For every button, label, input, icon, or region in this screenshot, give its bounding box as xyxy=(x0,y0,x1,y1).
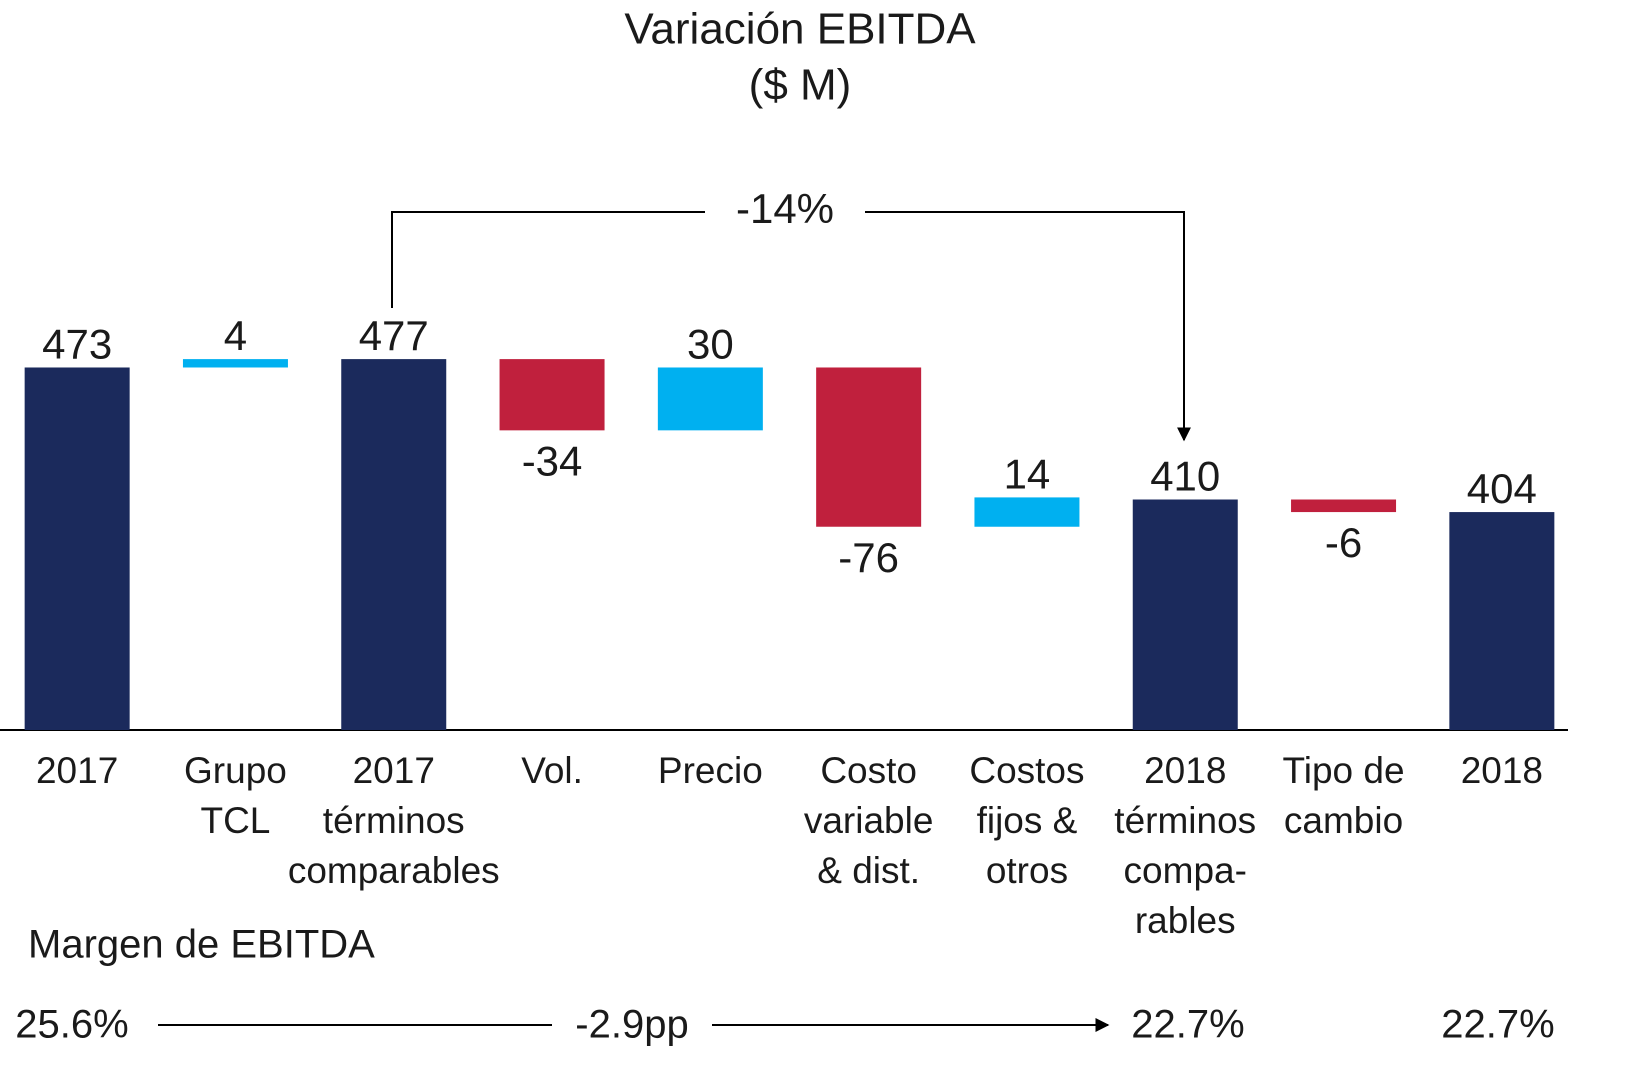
x-tick-label: Costo xyxy=(820,750,917,791)
x-tick-label: comparables xyxy=(288,850,500,891)
chart-title: Variación EBITDA xyxy=(624,5,976,54)
x-tick-label: Grupo xyxy=(184,750,287,791)
x-tick-label: Tipo de xyxy=(1283,750,1405,791)
margin: 22.7% xyxy=(1131,1003,1244,1047)
bar xyxy=(341,359,447,730)
x-tick-label: 2018 xyxy=(1144,750,1226,791)
bar xyxy=(657,367,763,431)
chart-subtitle: ($ M) xyxy=(749,61,852,110)
x-tick-label: Costos xyxy=(969,750,1084,791)
bar xyxy=(24,367,130,730)
margin-change: -2.9pp xyxy=(575,1003,688,1047)
bracket-arrow xyxy=(865,211,1191,442)
x-tick-label: rables xyxy=(1135,900,1236,941)
bar xyxy=(499,359,605,431)
value-label: 4 xyxy=(224,312,247,359)
margin: 22.7% xyxy=(1441,1003,1554,1047)
x-tick-label: Precio xyxy=(658,750,763,791)
bar xyxy=(1132,499,1238,730)
x-tick-label: cambio xyxy=(1284,800,1403,841)
value-label: 14 xyxy=(1004,450,1051,497)
x-tick-label: términos xyxy=(323,800,465,841)
margin: 25.6% xyxy=(15,1003,128,1047)
value-label: -76 xyxy=(838,534,899,581)
x-tick-label: & dist. xyxy=(817,850,920,891)
value-label: 477 xyxy=(359,312,429,359)
value-label: -34 xyxy=(522,437,583,484)
value-label: 410 xyxy=(1150,453,1220,500)
x-tick-label: términos xyxy=(1114,800,1256,841)
value-label: -6 xyxy=(1325,519,1362,566)
x-tick-label: TCL xyxy=(200,800,270,841)
bar xyxy=(816,367,922,527)
bracket xyxy=(391,211,705,308)
margin-title: Margen de EBITDA xyxy=(28,923,375,967)
x-tick-label: variable xyxy=(804,800,934,841)
x-tick-label: compa- xyxy=(1124,850,1247,891)
x-tick-label: Vol. xyxy=(521,750,583,791)
change-annotation: -14% xyxy=(736,185,834,232)
x-tick-label: 2018 xyxy=(1461,750,1543,791)
bar xyxy=(1291,499,1397,513)
x-tick-label: fijos & xyxy=(977,800,1078,841)
bar xyxy=(974,497,1080,527)
value-label: 30 xyxy=(687,321,734,368)
value-label: 473 xyxy=(42,321,112,368)
x-tick-label: 2017 xyxy=(36,750,118,791)
value-label: 404 xyxy=(1467,465,1537,512)
bar xyxy=(1449,512,1555,730)
bar xyxy=(182,359,288,368)
x-tick-label: 2017 xyxy=(353,750,435,791)
x-tick-label: otros xyxy=(986,850,1068,891)
